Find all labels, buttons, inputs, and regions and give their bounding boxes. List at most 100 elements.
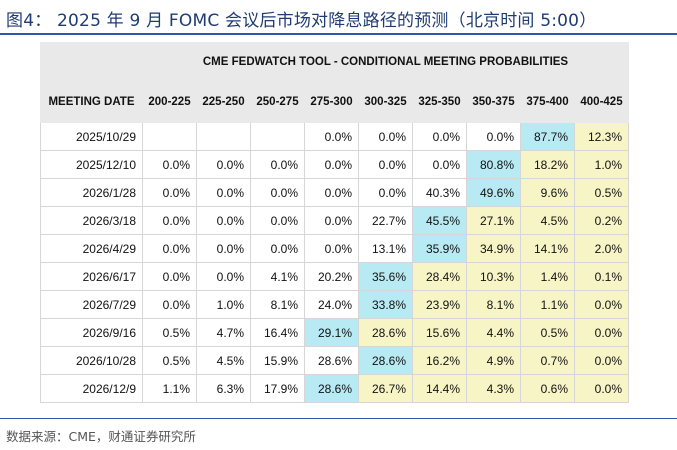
probability-cell: 45.5% — [412, 206, 467, 235]
probability-cell: 0.1% — [574, 262, 629, 291]
table-body: 2025/10/29 0.0% 0.0% 0.0% 0.0% 87.7% 12.3% 2025… — [40, 122, 629, 403]
probability-cell: 16.2% — [412, 346, 467, 375]
probability-cell: 24.0% — [304, 290, 359, 319]
rate-range-header: 325-350 — [412, 81, 467, 123]
rate-range-header: 400-425 — [574, 81, 629, 123]
probability-cell: 4.4% — [466, 318, 521, 347]
probability-cell: 0.5% — [574, 178, 629, 207]
probability-cell: 0.0% — [142, 150, 197, 179]
table-row: 2026/9/16 0.5% 4.7% 16.4% 29.1% 28.6% 15.6% 4.4… — [40, 318, 629, 347]
probability-cell: 0.0% — [250, 206, 305, 235]
title-rule — [0, 33, 677, 35]
probability-cell: 0.0% — [574, 374, 629, 403]
probability-cell: 80.8% — [466, 150, 521, 179]
probability-cell: 15.9% — [250, 346, 305, 375]
probability-cell: 0.0% — [142, 262, 197, 291]
rate-range-header: 300-325 — [358, 81, 413, 123]
probability-cell: 8.1% — [466, 290, 521, 319]
rate-range-header: 275-300 — [304, 81, 359, 123]
probability-cell: 0.0% — [574, 318, 629, 347]
probability-cell: 0.0% — [466, 122, 521, 151]
probability-cell: 1.1% — [520, 290, 575, 319]
probability-cell: 26.7% — [358, 374, 413, 403]
probability-cell: 13.1% — [358, 234, 413, 263]
table-row: 2026/4/29 0.0% 0.0% 0.0% 0.0% 13.1% 35.9% 34.9%… — [40, 234, 629, 263]
rate-range-header: 250-275 — [250, 81, 305, 123]
probability-cell: 15.6% — [412, 318, 467, 347]
probability-cell: 17.9% — [250, 374, 305, 403]
meeting-date-cell: 2026/12/9 — [40, 374, 143, 403]
probability-cell: 33.8% — [358, 290, 413, 319]
probability-cell: 0.0% — [304, 122, 359, 151]
probability-cell: 0.0% — [358, 122, 413, 151]
probability-cell: 28.6% — [358, 318, 413, 347]
table-row: 2025/12/10 0.0% 0.0% 0.0% 0.0% 0.0% 0.0% 80.8% 1… — [40, 150, 629, 179]
probability-cell: 0.0% — [250, 178, 305, 207]
probability-cell: 9.6% — [520, 178, 575, 207]
probability-cell: 0.0% — [142, 290, 197, 319]
probability-cell: 0.0% — [574, 290, 629, 319]
table-row: 2026/10/28 0.5% 4.5% 15.9% 28.6% 28.6% 16.2% 4.… — [40, 346, 629, 375]
probability-cell: 1.0% — [574, 150, 629, 179]
probability-cell: 8.1% — [250, 290, 305, 319]
probability-cell: 6.3% — [196, 374, 251, 403]
meeting-date-cell: 2026/1/28 — [40, 178, 143, 207]
probability-cell: 0.5% — [520, 318, 575, 347]
probability-cell: 28.6% — [304, 374, 359, 403]
probability-cell: 28.6% — [358, 346, 413, 375]
probability-cell: 34.9% — [466, 234, 521, 263]
meeting-date-cell: 2026/3/18 — [40, 206, 143, 235]
table-row: 2026/6/17 0.0% 0.0% 4.1% 20.2% 35.6% 28.4% 10.3… — [40, 262, 629, 291]
probability-cell: 49.6% — [466, 178, 521, 207]
probability-cell: 4.9% — [466, 346, 521, 375]
probability-cell: 1.4% — [520, 262, 575, 291]
fedwatch-table-container: CME FEDWATCH TOOL - CONDITIONAL MEETING … — [40, 42, 629, 403]
probability-cell: 0.0% — [412, 150, 467, 179]
meeting-date-cell: 2025/12/10 — [40, 150, 143, 179]
meeting-date-cell: 2026/7/29 — [40, 290, 143, 319]
probability-cell: 18.2% — [520, 150, 575, 179]
tool-title-row: CME FEDWATCH TOOL - CONDITIONAL MEETING … — [40, 42, 629, 82]
probability-cell — [196, 122, 251, 151]
probability-cell — [250, 122, 305, 151]
probability-cell: 22.7% — [358, 206, 413, 235]
probability-cell: 0.2% — [574, 206, 629, 235]
probability-cell: 16.4% — [250, 318, 305, 347]
probability-cell: 35.6% — [358, 262, 413, 291]
probability-cell: 40.3% — [412, 178, 467, 207]
probability-cell: 0.0% — [304, 234, 359, 263]
corner-cell — [40, 42, 143, 82]
probability-cell: 29.1% — [304, 318, 359, 347]
probability-cell: 0.0% — [250, 234, 305, 263]
rate-range-header: 200-225 — [142, 81, 197, 123]
probability-cell: 0.0% — [304, 206, 359, 235]
probability-cell: 0.0% — [196, 178, 251, 207]
probability-cell: 1.0% — [196, 290, 251, 319]
meeting-date-cell: 2026/10/28 — [40, 346, 143, 375]
meeting-date-cell: 2026/6/17 — [40, 262, 143, 291]
probability-cell: 35.9% — [412, 234, 467, 263]
table-row: 2026/7/29 0.0% 1.0% 8.1% 24.0% 33.8% 23.9% 8.1%… — [40, 290, 629, 319]
probability-cell: 2.0% — [574, 234, 629, 263]
probability-cell: 28.6% — [304, 346, 359, 375]
probability-cell: 4.1% — [250, 262, 305, 291]
column-header-row: MEETING DATE 200-225 225-250 250-275 275-30… — [40, 81, 629, 123]
probability-cell: 12.3% — [574, 122, 629, 151]
probability-cell: 27.1% — [466, 206, 521, 235]
probability-cell: 0.0% — [304, 178, 359, 207]
rate-range-header: 225-250 — [196, 81, 251, 123]
table-row: 2026/1/28 0.0% 0.0% 0.0% 0.0% 0.0% 40.3% 49.6% 9… — [40, 178, 629, 207]
probability-cell: 4.7% — [196, 318, 251, 347]
probability-cell — [142, 122, 197, 151]
probability-cell: 0.0% — [196, 262, 251, 291]
probability-cell: 0.0% — [358, 178, 413, 207]
meeting-date-cell: 2026/9/16 — [40, 318, 143, 347]
probability-cell: 87.7% — [520, 122, 575, 151]
probability-cell: 28.4% — [412, 262, 467, 291]
probability-cell: 23.9% — [412, 290, 467, 319]
table-row: 2025/10/29 0.0% 0.0% 0.0% 0.0% 87.7% 12.3% — [40, 122, 629, 151]
source-note: 数据来源：CME，财通证券研究所 — [6, 429, 196, 444]
figure-title: 图4： 2025 年 9 月 FOMC 会议后市场对降息路径的预测（北京时间 5… — [6, 11, 597, 31]
probability-cell: 0.0% — [412, 122, 467, 151]
probability-cell: 0.5% — [142, 318, 197, 347]
